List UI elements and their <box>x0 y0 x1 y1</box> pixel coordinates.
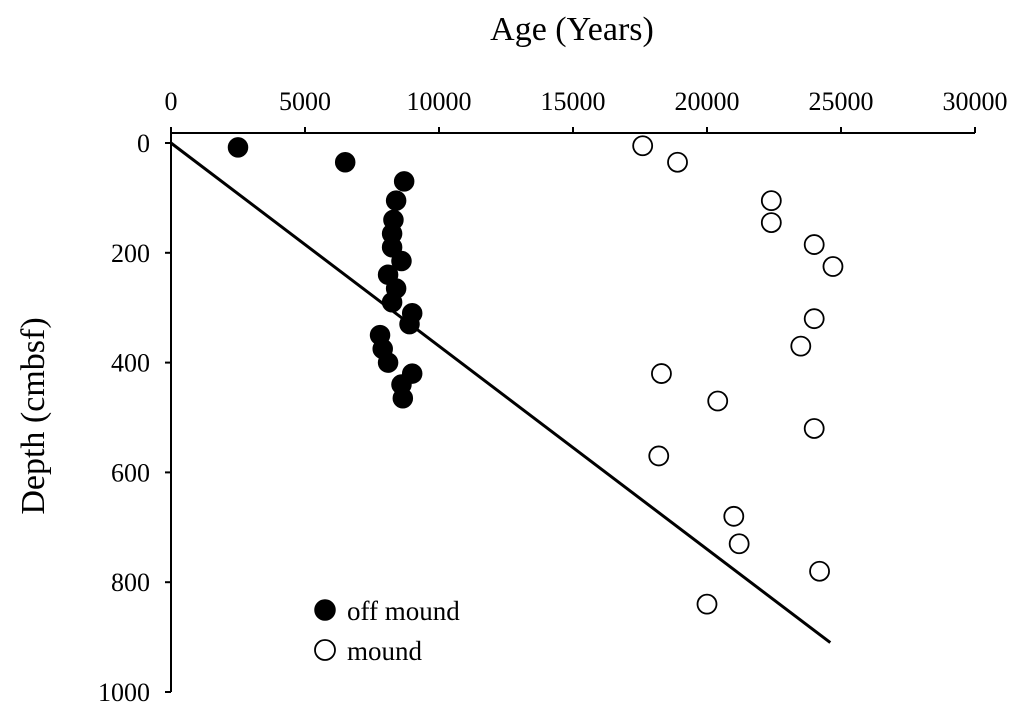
x-tick-label: 30000 <box>943 87 1008 116</box>
point-mound <box>803 418 825 439</box>
point-off-mound <box>381 291 403 313</box>
x-tick-label: 10000 <box>407 87 472 116</box>
point-off-mound <box>334 151 356 173</box>
point-off-mound <box>227 137 249 158</box>
x-tick-label: 20000 <box>675 87 740 116</box>
point-off-mound <box>377 352 399 373</box>
x-axis-ticks: 0 5000 10000 15000 20000 25000 30000 <box>165 87 1008 133</box>
point-mound <box>803 234 825 255</box>
point-mound <box>728 533 750 555</box>
point-mound <box>809 560 830 582</box>
point-mound <box>667 151 688 173</box>
y-tick-label: 0 <box>137 129 150 158</box>
trend-line <box>170 141 832 644</box>
point-off-mound <box>392 388 414 409</box>
point-mound <box>723 505 745 527</box>
x-tick-label: 25000 <box>809 87 874 116</box>
legend-marker-mound <box>314 639 336 661</box>
point-mound <box>790 335 812 357</box>
point-mound <box>822 256 844 277</box>
y-tick-label: 200 <box>111 239 150 268</box>
point-off-mound <box>393 171 415 192</box>
series-mound <box>632 135 844 615</box>
legend-label-mound: mound <box>347 636 423 666</box>
point-off-mound <box>399 313 420 335</box>
point-off-mound <box>385 190 407 211</box>
x-tick-label: 5000 <box>279 87 331 116</box>
y-tick-label: 600 <box>111 458 150 487</box>
x-tick-label: 0 <box>165 87 178 116</box>
y-tick-label: 1000 <box>98 678 150 707</box>
y-tick-label: 400 <box>111 349 150 378</box>
legend-marker-off-mound <box>314 599 336 621</box>
y-tick-label: 800 <box>111 568 150 597</box>
point-mound <box>803 308 825 330</box>
point-mound <box>648 445 670 467</box>
point-off-mound <box>391 250 412 272</box>
legend-label-off-mound: off mound <box>347 596 460 626</box>
point-mound <box>760 212 782 234</box>
series-off-mound <box>227 137 423 409</box>
x-tick-label: 15000 <box>541 87 606 116</box>
point-mound <box>696 593 718 615</box>
x-axis-title: Age (Years) <box>490 11 654 48</box>
y-axis-ticks: 0 200 400 600 800 1000 <box>98 129 171 707</box>
point-mound <box>760 190 782 212</box>
legend: off mound mound <box>314 596 460 666</box>
point-mound <box>651 363 672 384</box>
point-mound <box>707 390 729 412</box>
y-axis-title: Depth (cmbsf) <box>15 317 52 514</box>
point-mound <box>632 135 654 157</box>
